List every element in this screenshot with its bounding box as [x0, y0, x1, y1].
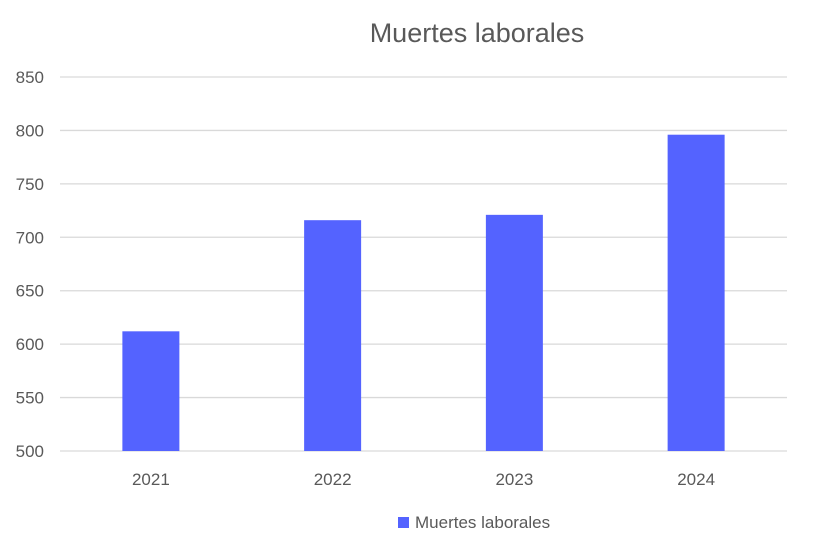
x-tick-label: 2021	[132, 470, 170, 489]
bar-2023	[485, 214, 543, 451]
x-tick-label: 2024	[677, 470, 715, 489]
y-tick-label: 750	[16, 175, 44, 194]
y-tick-label: 700	[16, 228, 44, 247]
bar-2024	[667, 134, 725, 451]
legend: Muertes laborales	[398, 513, 550, 532]
y-axis-tick-labels: 500 550 600 650 700 750 800 850	[16, 68, 44, 461]
y-tick-label: 550	[16, 389, 44, 408]
y-tick-label: 600	[16, 335, 44, 354]
y-tick-label: 500	[16, 442, 44, 461]
gridlines	[60, 76, 787, 452]
bars	[122, 134, 725, 451]
x-tick-label: 2023	[495, 470, 533, 489]
x-axis-tick-labels: 2021 2022 2023 2024	[132, 470, 715, 489]
x-tick-label: 2022	[314, 470, 352, 489]
y-tick-label: 850	[16, 68, 44, 87]
y-tick-label: 800	[16, 121, 44, 140]
legend-label: Muertes laborales	[415, 513, 550, 532]
chart-title: Muertes laborales	[370, 18, 585, 48]
y-tick-label: 650	[16, 282, 44, 301]
bar-2022	[304, 220, 362, 451]
bar-2021	[122, 331, 180, 451]
legend-swatch	[398, 517, 409, 528]
